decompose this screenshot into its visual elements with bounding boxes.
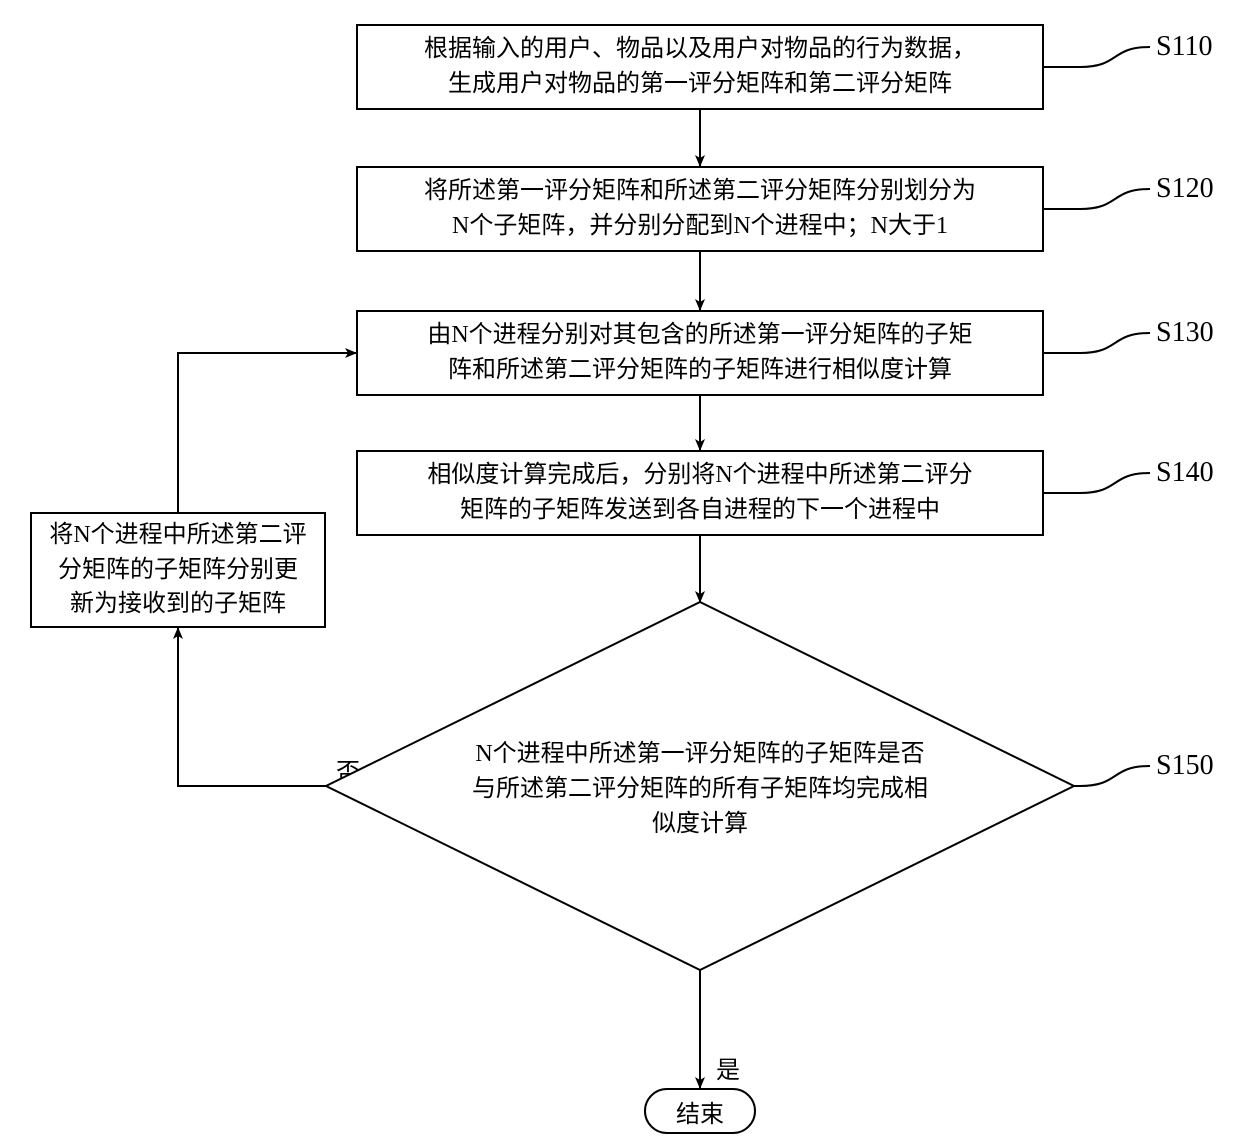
terminal-end-text: 结束 [676,1094,724,1129]
step-s120-text: 将所述第一评分矩阵和所述第二评分矩阵分别划分为N个子矩阵，并分别分配到N个进程中… [424,174,976,244]
terminal-end: 结束 [644,1088,756,1134]
step-s110: 根据输入的用户、物品以及用户对物品的行为数据，生成用户对物品的第一评分矩阵和第二… [356,24,1044,110]
label-s120: S120 [1156,173,1214,205]
decision-s150-text: N个进程中所述第一评分矩阵的子矩阵是否与所述第二评分矩阵的所有子矩阵均完成相似度… [472,733,928,838]
step-s140: 相似度计算完成后，分别将N个进程中所述第二评分矩阵的子矩阵发送到各自进程的下一个… [356,450,1044,536]
step-s130-text: 由N个进程分别对其包含的所述第一评分矩阵的子矩阵和所述第二评分矩阵的子矩阵进行相… [427,318,972,388]
branch-yes: 是 [716,1050,740,1085]
label-s130: S130 [1156,317,1214,349]
step-s120: 将所述第一评分矩阵和所述第二评分矩阵分别划分为N个子矩阵，并分别分配到N个进程中… [356,166,1044,252]
branch-no: 否 [336,752,360,787]
step-s130: 由N个进程分别对其包含的所述第一评分矩阵的子矩阵和所述第二评分矩阵的子矩阵进行相… [356,310,1044,396]
label-s140: S140 [1156,457,1214,489]
step-loop-text: 将N个进程中所述第二评分矩阵的子矩阵分别更新为接收到的子矩阵 [49,518,306,622]
step-loop-update: 将N个进程中所述第二评分矩阵的子矩阵分别更新为接收到的子矩阵 [30,512,326,628]
label-s110: S110 [1156,31,1213,63]
label-s150: S150 [1156,750,1214,782]
step-s140-text: 相似度计算完成后，分别将N个进程中所述第二评分矩阵的子矩阵发送到各自进程的下一个… [427,458,972,528]
decision-s150: N个进程中所述第一评分矩阵的子矩阵是否与所述第二评分矩阵的所有子矩阵均完成相似度… [446,683,955,889]
step-s110-text: 根据输入的用户、物品以及用户对物品的行为数据，生成用户对物品的第一评分矩阵和第二… [424,32,976,102]
